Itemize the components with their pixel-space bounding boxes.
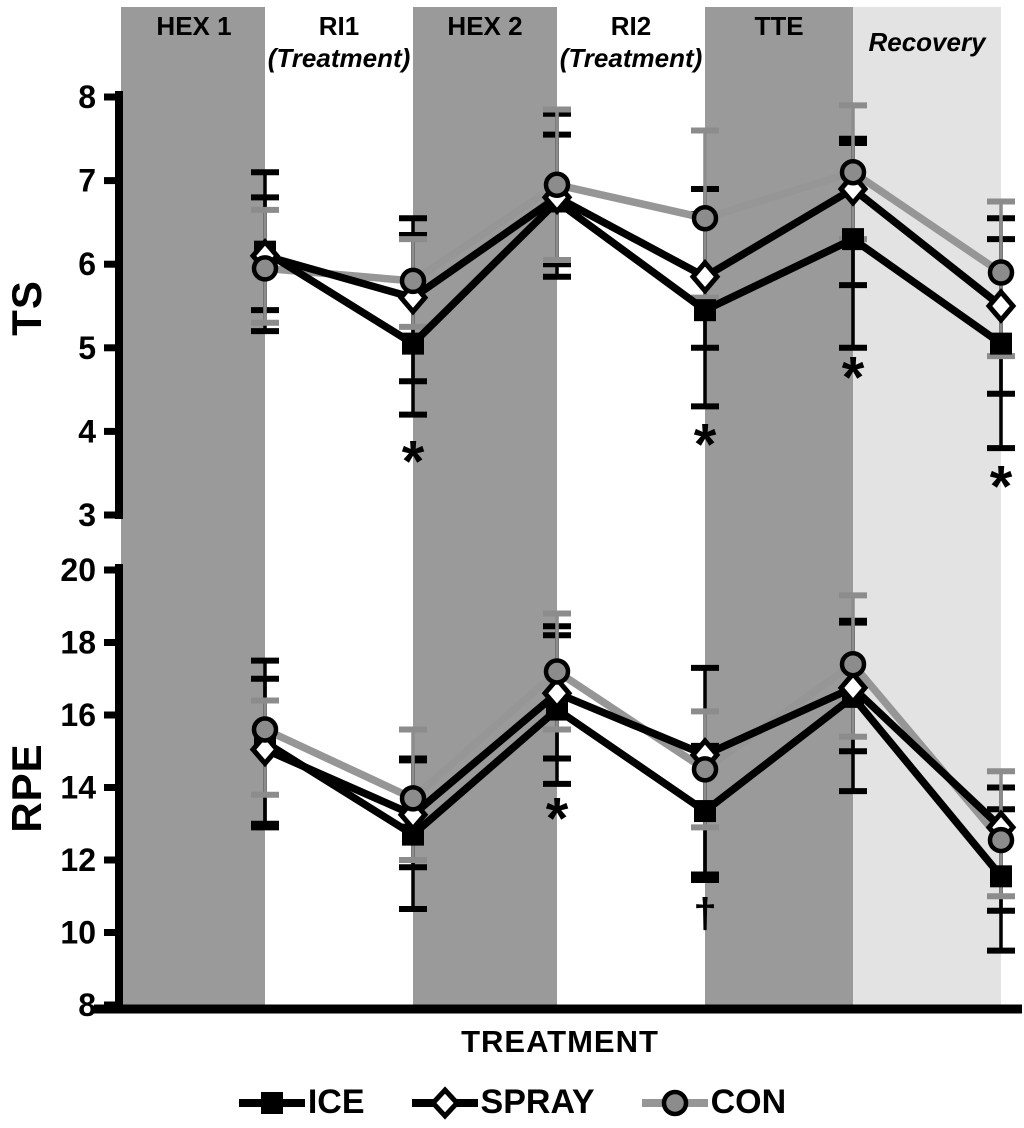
marker-square [694,299,716,322]
marker-square [842,228,864,251]
marker-circle [251,716,279,743]
marker-circle [839,651,867,678]
legend-item-ice: ICE [238,1083,365,1122]
y-tick-label: 5 [78,330,96,366]
marker-circle [987,826,1015,854]
marker-circle [543,171,571,199]
marker-square [990,865,1012,888]
y-tick-label: 3 [78,497,96,533]
legend-label-spray: SPRAY [480,1083,595,1121]
sig-dagger: † [693,890,716,937]
legend-item-con: CON [641,1083,787,1122]
con-marker-icon [641,1089,708,1116]
marker-circle [691,756,719,783]
band-tte [705,7,853,1005]
sig-asterisk: * [990,454,1013,519]
legend: ICE SPRAY CON [0,1083,1024,1122]
spray-marker-icon [411,1085,478,1120]
marker-diamond [541,675,573,712]
phase-label-ri1: RI1 [318,11,360,41]
markers-con [251,158,1015,295]
marker-circle [399,785,427,812]
phase-label-hex1: HEX 1 [156,11,232,41]
panel-rpe: 20 18 16 14 12 10 8 * † [60,552,1017,1023]
y-tick-label: 10 [60,915,96,951]
phase-label-tte: TTE [754,11,804,41]
marker-diamond [249,731,281,768]
sig-asterisk: * [694,413,717,478]
marker-circle [691,204,719,232]
phase-sublabel-ri1: (Treatment) [267,43,411,73]
line-ice [263,691,1004,879]
sig-asterisk: * [842,346,865,411]
y-tick-label: 4 [78,413,96,449]
band-hex-2 [413,7,557,1005]
marker-circle [987,259,1015,286]
legend-label-con: CON [710,1083,787,1121]
sig-asterisk: * [546,786,569,851]
marker-circle [839,158,867,186]
phase-label-ri2: RI2 [610,11,652,41]
line-spray [263,184,1004,309]
rpe-axis-title: RPE [3,743,50,833]
y-tick-label: 20 [60,552,96,588]
line-con [264,168,1004,285]
y-tick-label: 14 [60,770,96,806]
band-hex-1 [121,7,265,1005]
y-tick-label: 8 [78,79,96,115]
x-axis-title: TREATMENT [461,1024,659,1059]
marker-circle [251,255,279,282]
marker-diamond [689,258,721,295]
marker-square [402,823,424,846]
legend-item-spray: SPRAY [411,1083,595,1122]
band-recovery [853,7,1001,1005]
phase-label-recovery: Recovery [868,27,986,57]
marker-circle [399,267,427,295]
marker-square [990,332,1012,355]
phase-sublabel-ri2: (Treatment) [559,43,703,73]
sig-asterisk: * [402,429,425,494]
legend-label-ice: ICE [307,1083,365,1121]
marker-square [694,800,716,823]
marker-diamond [837,669,869,706]
y-tick-label: 16 [60,697,96,733]
markers-con [251,651,1015,854]
y-tick-label: 8 [78,987,96,1023]
ts-axis-title: TS [3,280,50,336]
y-tick-label: 18 [60,625,96,661]
y-tick-label: 12 [60,842,96,878]
marker-square [402,332,424,355]
y-tick-label: 6 [78,246,96,282]
phase-label-hex2: HEX 2 [447,11,523,41]
ice-marker-icon [238,1091,305,1114]
panel-ts: 8 7 6 5 4 3 * * * * [78,79,1017,533]
marker-diamond [985,288,1017,324]
line-spray [263,683,1004,831]
y-tick-label: 7 [78,163,96,199]
marker-circle [543,658,571,685]
line-ice [263,196,1004,349]
